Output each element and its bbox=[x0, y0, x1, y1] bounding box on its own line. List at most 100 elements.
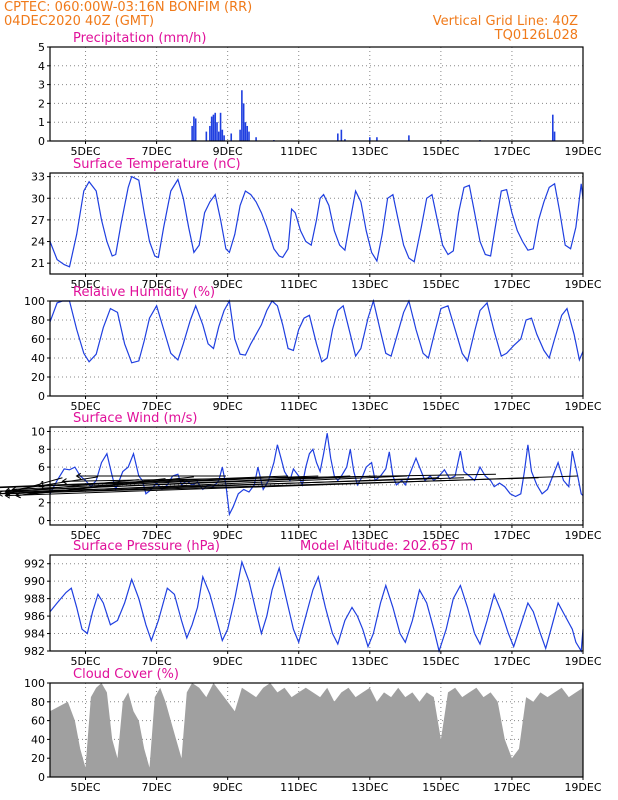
y-tick-label: 986 bbox=[24, 610, 45, 623]
precip-bar bbox=[255, 137, 257, 141]
panel-temp: 21 24 27 30 33 5DEC 7DEC 9DEC 11DEC 13DEC 15DEC 17D… bbox=[31, 157, 602, 291]
x-tick-label: 7DEC bbox=[142, 145, 172, 158]
wind-arrow bbox=[5, 477, 464, 493]
precip-bar bbox=[223, 135, 225, 141]
panel-frame bbox=[49, 426, 584, 526]
panel-title: Relative Humidity (%) bbox=[73, 285, 215, 300]
x-tick-label: 15DEC bbox=[422, 278, 459, 291]
header-station: CPTEC: 060:00W-03:16N BONFIM (RR) bbox=[4, 0, 253, 15]
x-tick-label: 5DEC bbox=[70, 781, 100, 794]
y-tick-label: 0 bbox=[38, 771, 45, 784]
panel-title: Surface Wind (m/s) bbox=[73, 411, 197, 426]
precip-bar bbox=[219, 112, 222, 141]
precip-bar bbox=[248, 131, 250, 141]
x-tick-label: 9DEC bbox=[213, 400, 243, 413]
y-tick-label: 100 bbox=[24, 295, 45, 308]
precip-bar bbox=[209, 125, 211, 141]
wind-arrow-head bbox=[4, 492, 11, 499]
pres-line bbox=[49, 559, 584, 654]
panel-pres: 982 984 986 988 990 992 5DEC 7DEC 9DEC 11DEC 13DEC… bbox=[24, 539, 602, 668]
x-tick-label: 5DEC bbox=[70, 145, 100, 158]
x-tick-label: 5DEC bbox=[70, 278, 100, 291]
y-tick-label: 24 bbox=[31, 236, 45, 249]
precip-bar bbox=[221, 129, 224, 141]
precip-bar bbox=[239, 129, 241, 141]
panel-title: Precipitation (mm/h) bbox=[73, 31, 206, 46]
x-tick-label: 19DEC bbox=[564, 400, 601, 413]
y-tick-label: 60 bbox=[31, 333, 45, 346]
precip-bar bbox=[214, 112, 217, 141]
x-tick-label: 19DEC bbox=[564, 145, 601, 158]
y-tick-label: 80 bbox=[31, 314, 45, 327]
y-tick-label: 30 bbox=[31, 192, 45, 205]
precip-bar bbox=[340, 129, 343, 141]
x-tick-label: 7DEC bbox=[142, 278, 172, 291]
y-tick-label: 0 bbox=[38, 135, 45, 148]
precip-bar bbox=[244, 122, 247, 141]
panel-title: Surface Temperature (nC) bbox=[73, 157, 241, 172]
panel-rh: 0 20 40 60 80 100 5DEC 7DEC 9DEC 11DEC 13DEC 15DEC 1… bbox=[24, 285, 602, 413]
x-tick-label: 9DEC bbox=[213, 655, 243, 668]
precip-bar bbox=[551, 114, 554, 141]
x-tick-label: 17DEC bbox=[493, 655, 530, 668]
x-tick-label: 15DEC bbox=[422, 781, 459, 794]
y-tick-label: 100 bbox=[24, 677, 45, 690]
y-tick-label: 2 bbox=[38, 97, 45, 110]
x-tick-label: 7DEC bbox=[142, 655, 172, 668]
x-tick-label: 5DEC bbox=[70, 400, 100, 413]
y-tick-label: 988 bbox=[24, 593, 45, 606]
y-tick-label: 80 bbox=[31, 696, 45, 709]
temp-line bbox=[49, 175, 584, 268]
panel-wind: 0 2 4 6 8 10 5DEC 7DEC 9DEC 11DEC 13DEC 15DEC 17DEC 1… bbox=[0, 411, 602, 542]
precip-bar bbox=[553, 131, 556, 141]
wind-arrow bbox=[5, 475, 578, 497]
x-tick-label: 15DEC bbox=[422, 529, 459, 542]
wind-arrow bbox=[12, 478, 255, 490]
x-tick-label: 13DEC bbox=[351, 400, 388, 413]
precip-bar bbox=[376, 137, 378, 141]
y-tick-label: 20 bbox=[31, 752, 45, 765]
x-tick-label: 15DEC bbox=[422, 400, 459, 413]
header-vertical-grid: Vertical Grid Line: 40Z bbox=[432, 14, 578, 29]
rh-line bbox=[49, 298, 584, 364]
x-tick-label: 13DEC bbox=[351, 278, 388, 291]
x-tick-label: 19DEC bbox=[564, 655, 601, 668]
x-tick-label: 11DEC bbox=[280, 400, 317, 413]
panel-title: Cloud Cover (%) bbox=[73, 667, 179, 682]
x-tick-label: 9DEC bbox=[213, 781, 243, 794]
x-tick-label: 15DEC bbox=[422, 145, 459, 158]
y-tick-label: 992 bbox=[24, 558, 45, 571]
y-tick-label: 0 bbox=[38, 390, 45, 403]
precip-bar bbox=[369, 137, 371, 141]
panel-title: Surface Pressure (hPa) bbox=[73, 539, 220, 554]
y-tick-label: 6 bbox=[38, 461, 45, 474]
precip-bar bbox=[246, 125, 249, 141]
wind-arrow bbox=[0, 475, 377, 492]
y-tick-label: 0 bbox=[38, 515, 45, 528]
precip-bar bbox=[242, 103, 245, 141]
x-tick-label: 17DEC bbox=[493, 781, 530, 794]
y-tick-label: 990 bbox=[24, 575, 45, 588]
panel-precip: 0 1 2 3 4 5 5DEC 7DEC 9DEC 11DEC 13DEC 15DEC 17DEC 19… bbox=[38, 31, 602, 158]
x-tick-label: 19DEC bbox=[564, 278, 601, 291]
y-tick-label: 8 bbox=[38, 443, 45, 456]
x-tick-label: 19DEC bbox=[564, 529, 601, 542]
header-model-id: TQ0126L028 bbox=[494, 28, 578, 43]
precip-bar bbox=[212, 114, 215, 141]
x-tick-label: 15DEC bbox=[422, 655, 459, 668]
x-tick-label: 11DEC bbox=[280, 655, 317, 668]
y-tick-label: 5 bbox=[38, 41, 45, 54]
x-tick-label: 9DEC bbox=[213, 529, 243, 542]
y-tick-label: 2 bbox=[38, 497, 45, 510]
panel-frame bbox=[49, 172, 584, 275]
x-tick-label: 19DEC bbox=[564, 781, 601, 794]
x-tick-label: 11DEC bbox=[280, 278, 317, 291]
wind-line bbox=[49, 433, 584, 517]
x-tick-label: 9DEC bbox=[213, 278, 243, 291]
precip-bar bbox=[191, 125, 193, 141]
y-tick-label: 33 bbox=[31, 171, 45, 184]
x-tick-label: 7DEC bbox=[142, 529, 172, 542]
precip-bar bbox=[344, 139, 346, 141]
y-tick-label: 984 bbox=[24, 628, 45, 641]
y-tick-label: 60 bbox=[31, 715, 45, 728]
